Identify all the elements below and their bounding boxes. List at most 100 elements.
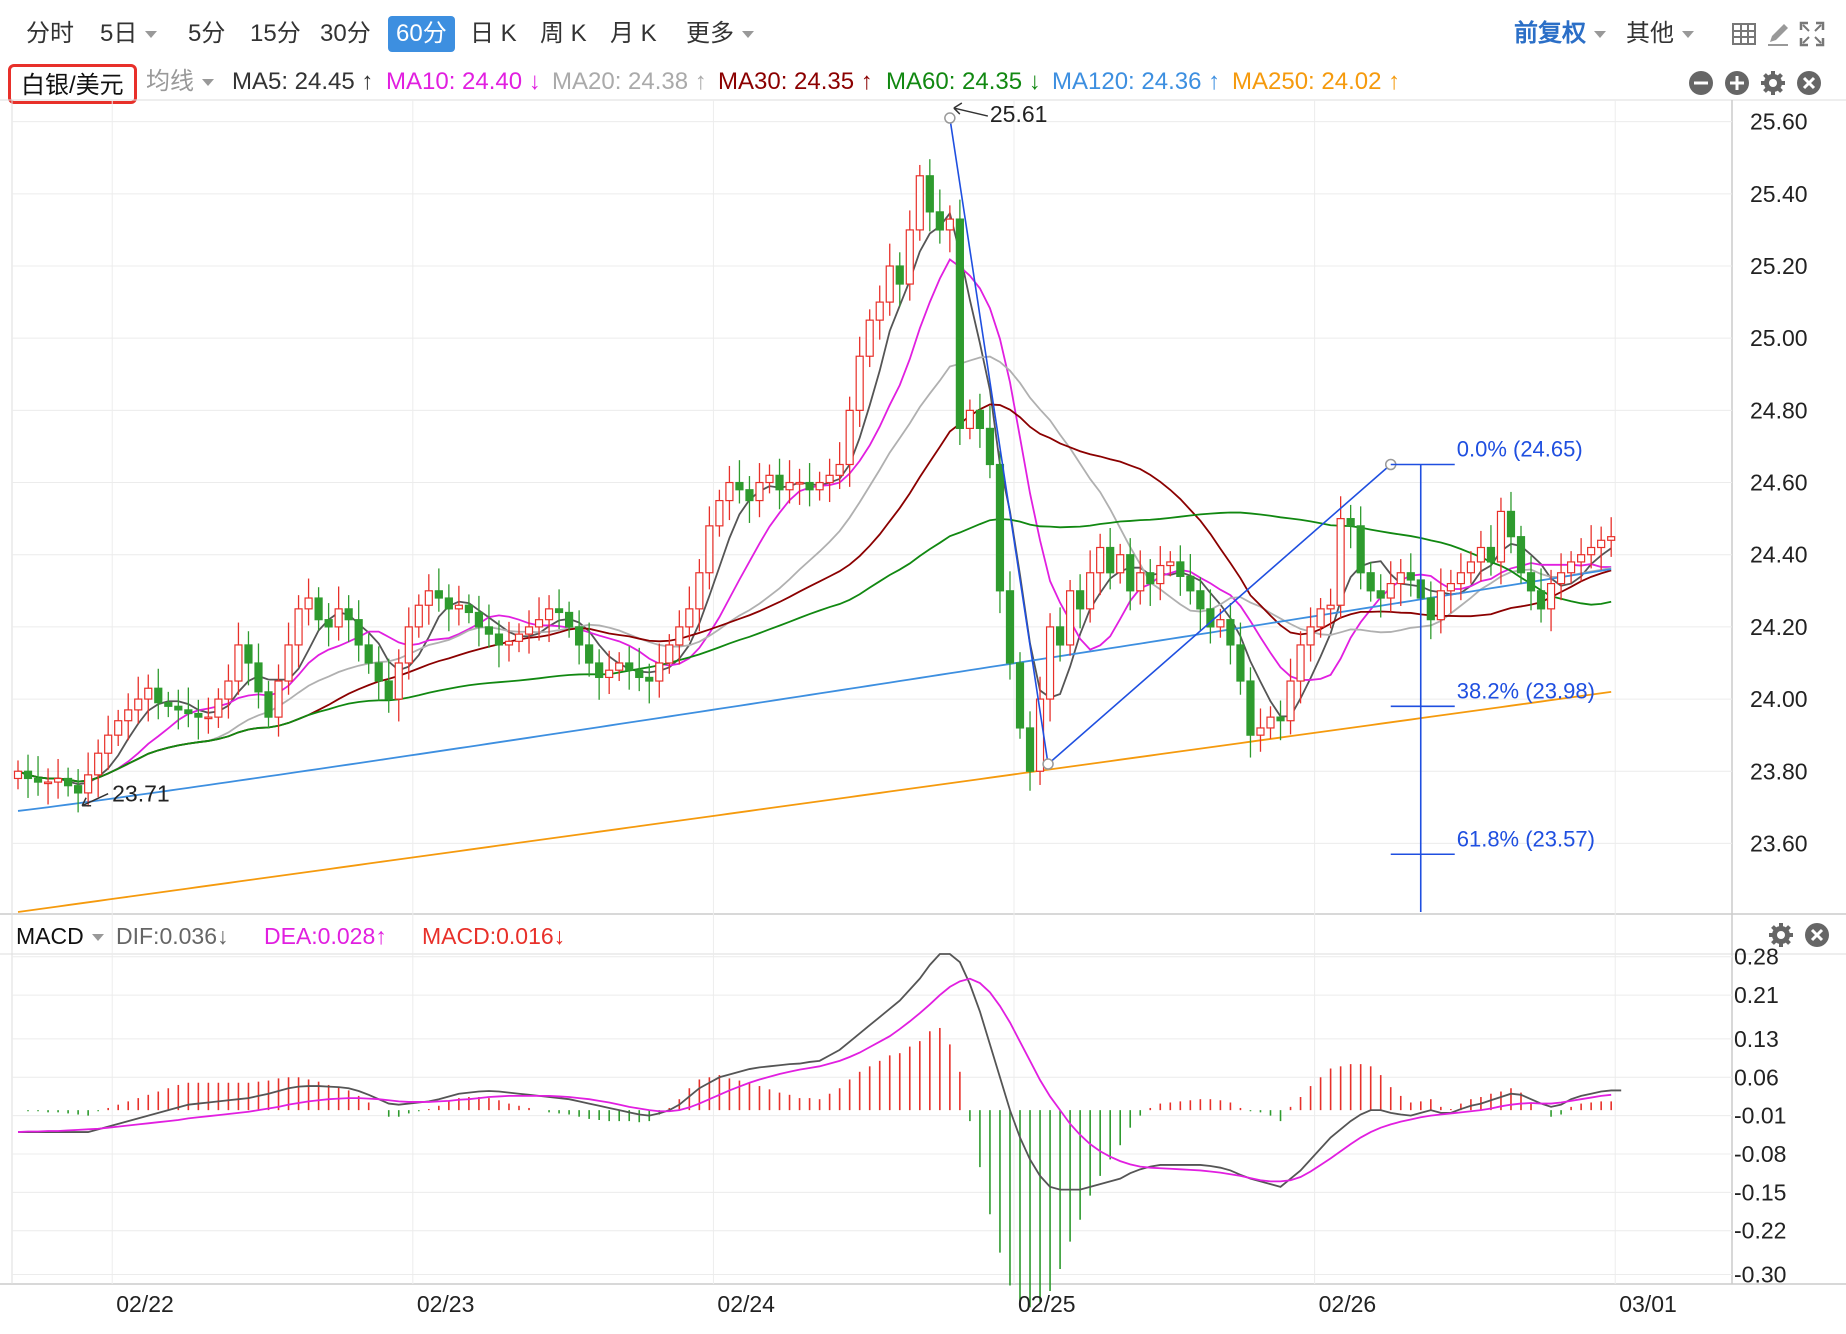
candle-body [1496,510,1506,563]
candle-body [1336,518,1345,606]
candle-body [504,640,514,646]
period-button-9[interactable]: 更多 [678,16,762,52]
period-button-0[interactable]: 分时 [18,16,82,52]
ma10-line [17,258,1612,783]
chevron-down-icon [1682,31,1694,39]
candle-body [855,355,864,411]
candle-body [805,481,814,491]
indicator-type-dropdown[interactable]: 均线 [146,64,214,100]
candle-body [354,619,363,646]
macd-tick-label: 0.13 [1734,1026,1779,1052]
period-button-2[interactable]: 5分 [180,16,233,52]
plus-circle-icon[interactable] [1724,70,1750,96]
pen-icon[interactable] [1764,20,1792,48]
candle-body [965,409,975,430]
candle-body [1396,572,1405,585]
high-arrow [953,102,989,117]
candle-body [995,463,1005,592]
trend-line-up [1047,463,1392,765]
candle-body [244,644,253,664]
candle-body [554,608,564,614]
date-tick-label: 02/26 [1319,1291,1377,1317]
period-button-1[interactable]: 5日 [92,16,165,52]
candle-body [1276,716,1285,722]
candle-body [745,489,754,502]
candle-body [815,481,824,491]
adjust-dropdown[interactable]: 前复权 [1514,16,1606,52]
symbol-label[interactable]: 白银/美元 [8,64,137,104]
anchor-point [944,112,956,124]
gear-icon[interactable] [1760,70,1786,96]
price-tick-label: 24.20 [1750,614,1808,640]
candle-body [635,669,644,679]
fullscreen-icon[interactable] [1798,20,1826,48]
anchor-point [1384,458,1397,471]
macd-value-2: MACD:0.016↓ [422,923,566,949]
period-button-5[interactable]: 60分 [388,16,455,52]
fib-level-label: 38.2% (23.98) [1457,678,1595,703]
minus-circle-icon[interactable] [1688,70,1714,96]
candle-body [1055,626,1065,646]
price-tick-label: 25.40 [1750,181,1808,207]
candle-body [605,669,614,679]
candle-body [344,608,353,621]
candle-body [1466,561,1476,574]
candle-body [294,608,303,646]
candle-body [1005,590,1015,664]
date-tick-label: 02/22 [116,1291,174,1317]
candle-body [1186,575,1195,592]
chevron-down-icon [145,31,158,39]
candle-body [234,644,243,682]
candle-body [1506,510,1516,538]
candle-body [1216,619,1225,628]
period-button-3[interactable]: 15分 [242,16,309,52]
candle-body [1566,561,1576,574]
period-toolbar: 分时 5日 5分 15分 30分 60分日 K 周 K 月 K 更多 [0,0,1846,64]
candle-body [224,680,233,700]
ma120-line [17,568,1612,812]
candle-body [304,597,313,610]
chevron-down-icon [91,934,104,942]
candle-body [625,662,634,671]
candle-body [414,604,423,628]
candle-body [585,644,594,664]
period-button-6[interactable]: 日 K [462,16,525,52]
candle-body [434,590,443,599]
candle-body [905,229,914,285]
candle-body [1045,626,1055,700]
period-button-7[interactable]: 周 K [532,16,595,52]
close-circle-icon[interactable] [1796,70,1822,96]
candle-body [1296,644,1305,682]
candle-body [755,481,764,502]
candle-body [1226,619,1235,646]
period-label: 15分 [250,20,301,47]
candle-body [685,608,694,628]
period-button-8[interactable]: 月 K [602,16,665,52]
macd-tick-label: -0.08 [1734,1141,1786,1167]
candle-body [1587,546,1596,556]
gear-icon[interactable] [1768,922,1794,948]
candle-body [1416,579,1425,599]
candle-body [1426,597,1435,621]
candle-body [1446,582,1455,592]
ma30-line [17,403,1612,783]
grid-icon[interactable] [1730,20,1758,48]
period-button-4[interactable]: 30分 [312,16,379,52]
candle-body [1516,536,1526,574]
candle-body [84,774,93,794]
price-tick-label: 25.20 [1750,253,1808,279]
other-dropdown[interactable]: 其他 [1626,16,1694,52]
price-tick-label: 25.60 [1750,109,1808,135]
candle-body [1306,626,1315,646]
candle-body [23,770,33,780]
macd-tick-label: -0.30 [1734,1262,1786,1288]
close-circle-icon[interactable] [1804,922,1830,948]
candle-body [53,777,63,783]
period-label: 日 K [470,20,517,47]
candle-body [655,662,664,682]
candle-body [1486,546,1496,563]
candle-body [575,626,584,646]
candle-body [1096,546,1105,574]
macd-dropdown[interactable]: MACD [16,918,104,954]
